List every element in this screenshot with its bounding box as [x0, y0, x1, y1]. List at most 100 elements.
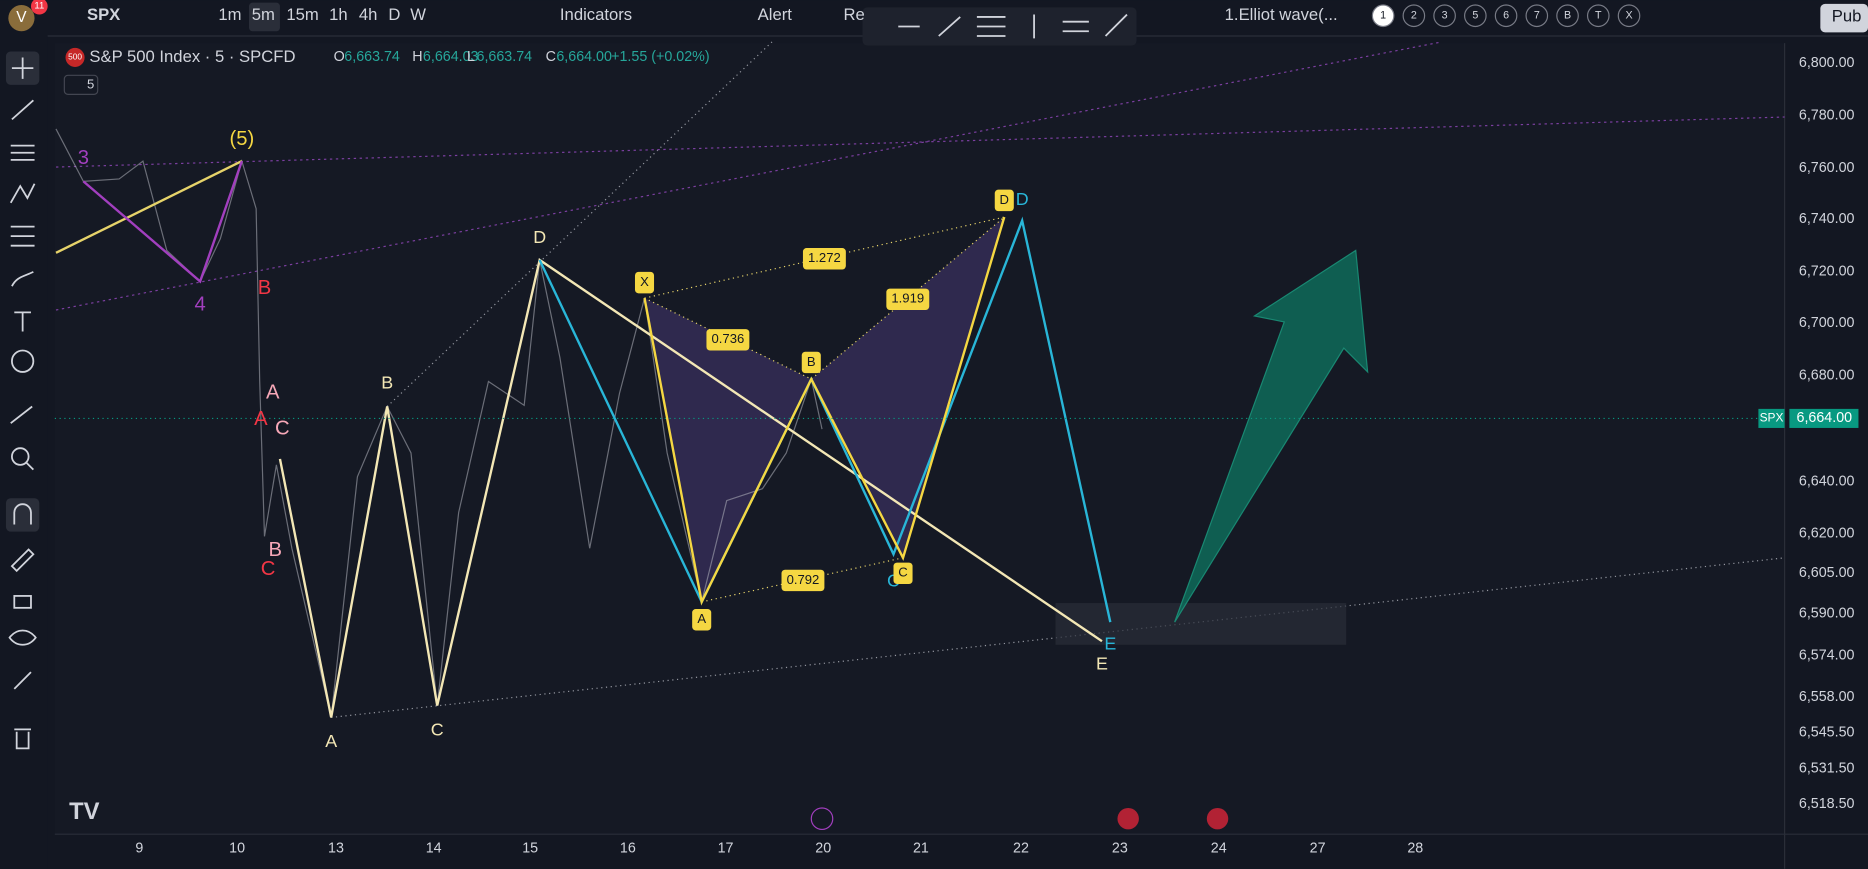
wave-degree-button[interactable]	[1617, 4, 1641, 28]
price-label: 6,740.00	[1799, 211, 1855, 227]
last-price-value: 6,664.00	[1797, 410, 1853, 426]
indicator-count: 5	[87, 76, 94, 91]
pattern-point-box	[692, 609, 712, 631]
wave-label: (5)	[229, 128, 254, 150]
legend-value: 6,663.74	[344, 49, 400, 65]
wave-label: B	[268, 539, 282, 561]
wave-degree-button[interactable]	[1556, 4, 1579, 28]
price-label: 6,558.00	[1799, 689, 1855, 705]
wave-label: A	[266, 382, 280, 404]
wave-degree-label: 7	[1534, 10, 1540, 22]
wave-degree-button[interactable]	[1433, 4, 1456, 28]
time-label: 27	[1310, 840, 1326, 856]
wave-degree-label: 5	[1472, 10, 1478, 22]
ratio-label: 1.919	[891, 291, 924, 306]
price-label: 6,800.00	[1799, 55, 1855, 71]
harmonic-guide	[644, 216, 1005, 380]
legend-value: L	[467, 49, 475, 65]
symbol: SPX	[87, 5, 120, 24]
time-label: 24	[1211, 840, 1227, 856]
time-label: 15	[522, 840, 538, 856]
time-label: 9	[135, 840, 143, 856]
interval-button: 15m	[286, 5, 318, 24]
wave-degree-label: 6	[1503, 10, 1509, 22]
tool-icons[interactable]	[5, 51, 40, 750]
interval-button: 4h	[359, 5, 378, 24]
time-label: 14	[426, 840, 442, 856]
wave-degree-button[interactable]	[1464, 4, 1487, 28]
pattern-point-box	[893, 562, 913, 585]
wave-degree-label: X	[1625, 10, 1632, 22]
pattern-point-box	[994, 189, 1014, 212]
trend-line	[331, 557, 1785, 719]
interval-button: 1h	[329, 5, 348, 24]
price-label: 6,780.00	[1799, 108, 1855, 124]
publish-button[interactable]	[1820, 3, 1868, 33]
price-label: 6,640.00	[1799, 473, 1855, 489]
wave-label: C	[275, 417, 290, 439]
pattern-point-box	[801, 351, 821, 374]
legend-value: H	[412, 49, 422, 65]
ratio-label: 0.792	[787, 572, 820, 587]
event-icon[interactable]	[810, 807, 834, 831]
legend-value: 6,664.03	[423, 49, 479, 65]
legend-value: 6,664.00	[556, 49, 612, 65]
time-label: 16	[620, 840, 636, 856]
wave-label: D	[533, 227, 546, 247]
pattern-point: A	[697, 611, 706, 626]
legend-value: C	[546, 49, 556, 65]
indicators-button: Indicators	[560, 5, 632, 24]
wave-label: D	[1016, 189, 1029, 209]
price-tag	[1758, 408, 1785, 428]
event-icon[interactable]	[1117, 807, 1139, 830]
pattern-point: D	[1000, 192, 1009, 207]
wave-line	[55, 160, 243, 254]
badge-count: 11	[34, 1, 44, 12]
price-label: 6,574.00	[1799, 647, 1855, 663]
wave-label: B	[258, 277, 272, 299]
time-label: 10	[229, 840, 245, 856]
symbol-logo-text: 500	[68, 52, 82, 62]
harmonic-fill	[644, 298, 812, 602]
left-toolbar	[0, 36, 48, 869]
alert-button: Alert	[758, 5, 793, 24]
wave-degree-button[interactable]	[1525, 4, 1549, 28]
price-tag	[1789, 408, 1859, 428]
avatar[interactable]	[8, 5, 35, 32]
wave-degree-label: B	[1564, 10, 1571, 22]
wave-degree-label: 3	[1442, 10, 1448, 22]
price-label: 6,531.50	[1799, 760, 1855, 776]
time-label: 22	[1013, 840, 1029, 856]
time-label: 23	[1112, 840, 1128, 856]
ratio-label: 1.272	[808, 250, 841, 265]
drawing-tool-icons[interactable]	[898, 13, 1128, 39]
last-price-symbol: SPX	[1760, 411, 1784, 425]
price-path	[55, 128, 823, 718]
wave-degree-label: T	[1595, 10, 1602, 22]
indicator-toggle[interactable]	[63, 74, 99, 95]
price-label: 6,680.00	[1799, 367, 1855, 383]
time-label: 17	[718, 840, 734, 856]
price-label: 6,605.00	[1799, 565, 1855, 581]
publish-label: Pub	[1832, 6, 1862, 25]
avatar-letter: V	[16, 9, 27, 26]
price-label: 6,620.00	[1799, 526, 1855, 542]
legend-value: +1.55 (+0.02%)	[611, 49, 709, 65]
interval-button: D	[388, 5, 400, 24]
price-label: 6,518.50	[1799, 796, 1855, 812]
time-label: 28	[1407, 840, 1423, 856]
ratio-box	[886, 288, 930, 311]
wave-label: C	[431, 719, 444, 739]
wave-degree-button[interactable]	[1494, 4, 1518, 28]
ratio-box	[706, 329, 750, 351]
ratio-box	[781, 569, 825, 592]
logo: TV	[69, 798, 100, 825]
wave-degree-button[interactable]	[1371, 4, 1395, 28]
wave-degree-button[interactable]	[1402, 4, 1426, 28]
interval-button: 1m	[218, 5, 241, 24]
harmonic-guide	[701, 557, 904, 603]
event-icon[interactable]	[1206, 807, 1229, 830]
price-label: 6,545.50	[1799, 725, 1855, 741]
wave-degree-button[interactable]	[1586, 4, 1610, 28]
wave-line	[278, 258, 1103, 718]
